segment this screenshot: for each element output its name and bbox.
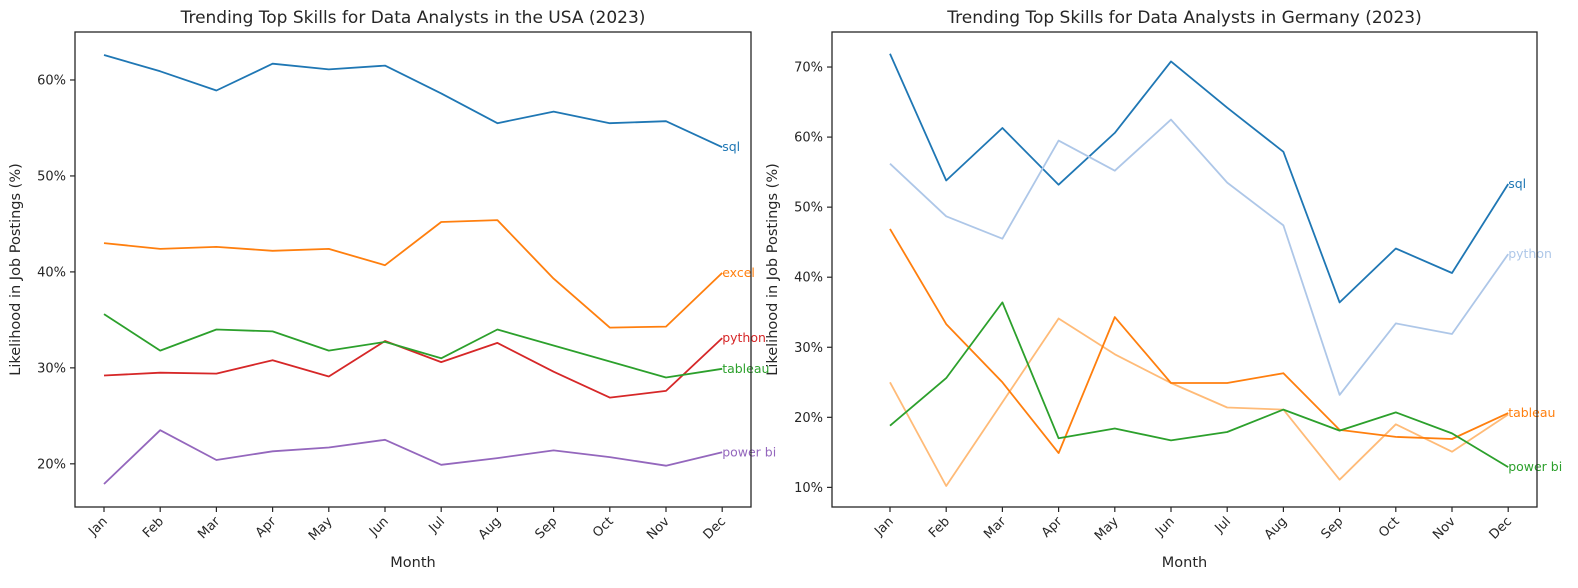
x-tick-label: Jun — [366, 514, 392, 540]
series-line-python — [889, 118, 1509, 396]
series-end-label: python — [1508, 246, 1552, 261]
x-tick-label: Mar — [981, 514, 1009, 542]
x-tick-label: Apr — [1039, 514, 1066, 541]
plot-frame — [831, 31, 1538, 508]
x-tick-label: Sep — [532, 514, 560, 542]
chart-title: Trending Top Skills for Data Analysts in… — [946, 8, 1422, 28]
series-end-label: power bi — [722, 444, 776, 459]
x-axis-label: Month — [1162, 555, 1207, 571]
y-tick-label: 50% — [37, 169, 66, 184]
x-tick-label: Aug — [1262, 514, 1291, 543]
series-line-python — [103, 337, 723, 399]
x-tick-label: Nov — [1430, 514, 1459, 543]
y-tick-label: 10% — [794, 481, 823, 496]
y-tick-label: 70% — [794, 61, 823, 76]
series-line-unnamed-2 — [889, 317, 1509, 487]
chart-title: Trending Top Skills for Data Analysts in… — [180, 8, 646, 28]
x-tick-label: Jan — [85, 514, 110, 539]
series-line-power-bi — [889, 301, 1509, 468]
series-line-sql — [103, 54, 723, 149]
x-tick-label: Jul — [1212, 514, 1234, 536]
x-tick-label: Aug — [476, 514, 505, 543]
y-tick-label: 60% — [37, 73, 66, 88]
x-tick-label: May — [306, 514, 336, 544]
series-line-sql — [889, 53, 1509, 304]
x-tick-label: Sep — [1318, 514, 1346, 542]
y-tick-label: 40% — [794, 271, 823, 286]
series-end-label: power bi — [1508, 459, 1562, 474]
series-line-power-bi — [103, 429, 723, 485]
x-tick-label: Feb — [140, 514, 167, 541]
series-line-excel — [103, 219, 723, 329]
y-tick-label: 60% — [794, 131, 823, 146]
series-end-label: sql — [1508, 176, 1526, 191]
series-line-tableau — [889, 228, 1509, 455]
chart-1: Trending Top Skills for Data Analysts in… — [765, 8, 1562, 571]
x-tick-label: Jan — [871, 514, 896, 539]
x-tick-label: Dec — [701, 514, 729, 542]
x-axis-label: Month — [390, 555, 435, 571]
series-end-label: excel — [722, 265, 755, 280]
x-tick-label: Oct — [590, 514, 617, 541]
series-end-label: python — [722, 330, 766, 345]
x-tick-label: Apr — [253, 514, 280, 541]
chart-0: Trending Top Skills for Data Analysts in… — [8, 8, 776, 571]
x-tick-label: Oct — [1376, 514, 1403, 541]
y-tick-label: 50% — [794, 201, 823, 216]
x-tick-label: Dec — [1487, 514, 1515, 542]
x-tick-label: Feb — [926, 514, 953, 541]
series-end-label: tableau — [722, 361, 769, 376]
series-end-label: sql — [722, 139, 740, 154]
x-tick-label: Mar — [195, 514, 223, 542]
x-tick-label: Jun — [1152, 514, 1178, 540]
x-tick-label: Nov — [644, 514, 673, 543]
y-tick-label: 30% — [37, 361, 66, 376]
series-end-label: tableau — [1508, 405, 1555, 420]
series-line-tableau — [103, 313, 723, 379]
x-tick-label: May — [1092, 514, 1122, 544]
y-tick-label: 20% — [794, 411, 823, 426]
y-axis-label: Likelihood in Job Postings (%) — [765, 163, 781, 376]
y-tick-label: 40% — [37, 265, 66, 280]
y-axis-label: Likelihood in Job Postings (%) — [8, 163, 24, 376]
x-tick-label: Jul — [426, 514, 448, 536]
y-tick-label: 20% — [37, 457, 66, 472]
plot-frame — [74, 31, 752, 508]
y-tick-label: 30% — [794, 341, 823, 356]
